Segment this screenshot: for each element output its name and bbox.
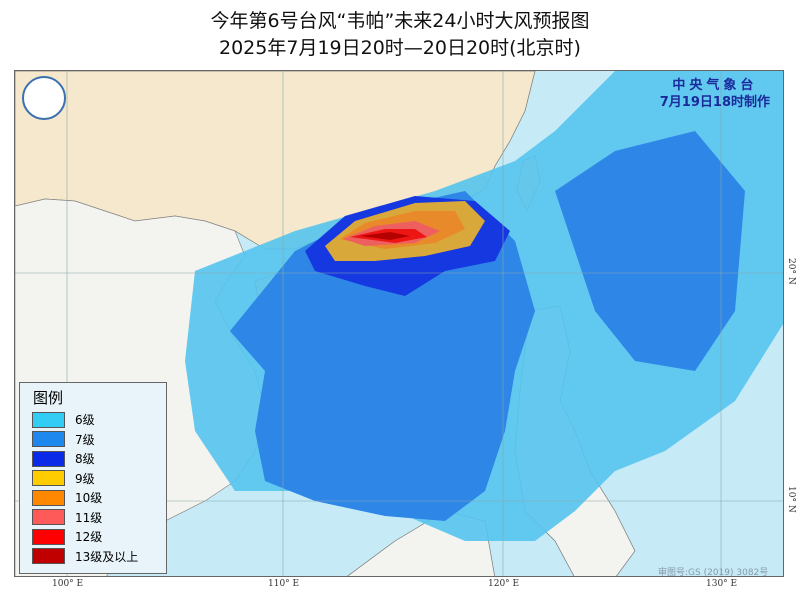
legend-item: 12级	[32, 527, 166, 547]
issue-time: 7月19日18时制作	[659, 95, 770, 110]
wind-zone-13	[360, 232, 410, 240]
legend-swatch	[32, 431, 65, 448]
legend: 图例 6级 7级 8级 9级 10级 11级 12级 13级及以上	[19, 382, 167, 574]
agency-stamp: 中央气象台 7月19日18时制作	[660, 77, 770, 111]
legend-swatch	[32, 548, 65, 565]
map-subtitle: 2025年7月19日20时—20日20时(北京时)	[219, 37, 581, 59]
lon-label: 110° E	[268, 579, 300, 589]
legend-item: 13级及以上	[32, 547, 166, 567]
legend-label: 11级	[75, 510, 103, 525]
agency-name: 中央气象台	[672, 78, 758, 93]
legend-item: 6级	[32, 410, 166, 430]
legend-item: 8级	[32, 449, 166, 469]
legend-label: 6级	[75, 413, 95, 428]
legend-swatch	[32, 528, 65, 545]
lat-label: 20° N	[786, 258, 796, 285]
legend-item: 11级	[32, 508, 166, 528]
legend-swatch	[32, 450, 65, 467]
legend-swatch	[32, 489, 65, 506]
wind-zone-7	[230, 191, 535, 521]
legend-swatch	[32, 509, 65, 526]
legend-label: 13级及以上	[75, 549, 139, 564]
wind-zone-7-east	[555, 131, 745, 371]
legend-item: 10级	[32, 488, 166, 508]
approval-number: 审图号:GS (2019) 3082号	[658, 568, 769, 578]
legend-swatch	[32, 411, 65, 428]
legend-label: 10级	[75, 491, 103, 506]
lon-label: 100° E	[52, 579, 84, 589]
legend-label: 8级	[75, 452, 95, 467]
legend-label: 7级	[75, 432, 95, 447]
legend-label: 9级	[75, 471, 95, 486]
legend-title: 图例	[33, 389, 64, 407]
legend-item: 7级	[32, 430, 166, 450]
legend-swatch	[32, 470, 65, 487]
cma-logo-icon	[22, 76, 66, 120]
lon-label: 120° E	[488, 579, 520, 589]
lat-label: 10° N	[786, 486, 796, 513]
lon-label: 130° E	[706, 579, 738, 589]
legend-label: 12级	[75, 530, 103, 545]
legend-item: 9级	[32, 469, 166, 489]
map-title: 今年第6号台风“韦帕”未来24小时大风预报图	[210, 10, 590, 32]
